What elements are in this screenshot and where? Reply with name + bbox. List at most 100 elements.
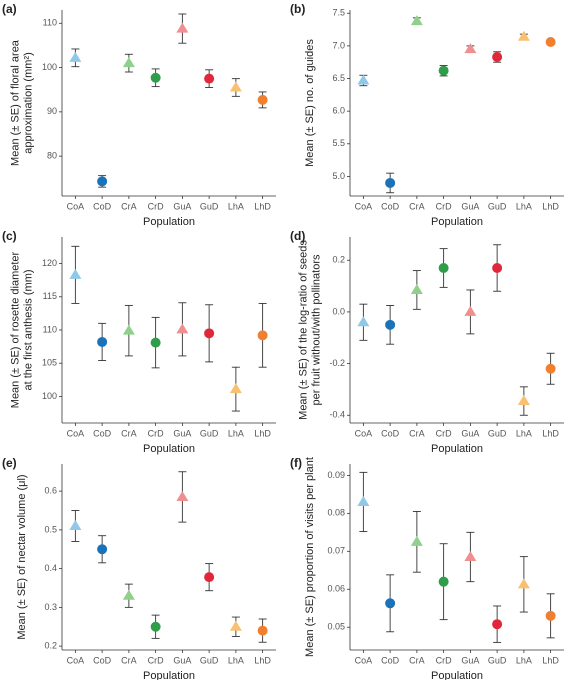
point bbox=[464, 43, 477, 54]
x-tick-label: CoA bbox=[67, 428, 85, 438]
x-tick-label: CoA bbox=[67, 201, 85, 211]
y-axis-title: Mean (± SE) of nectar volume (μl) bbox=[16, 474, 28, 639]
point bbox=[204, 572, 215, 583]
x-tick-label: GuD bbox=[488, 428, 507, 438]
y-tick-label: 80 bbox=[47, 151, 57, 161]
point bbox=[257, 94, 268, 105]
x-tick-label: LhD bbox=[254, 428, 271, 438]
x-tick-label: LhA bbox=[516, 201, 532, 211]
x-tick-label: CoD bbox=[93, 201, 112, 211]
x-tick-label: GuD bbox=[200, 428, 219, 438]
x-tick-label: GuD bbox=[200, 655, 219, 665]
x-tick-label: CoA bbox=[355, 428, 373, 438]
point bbox=[464, 551, 477, 561]
x-tick-label: CoA bbox=[355, 655, 373, 665]
y-tick-label: 6.5 bbox=[332, 73, 345, 83]
point bbox=[410, 15, 423, 26]
x-tick-label: CoD bbox=[381, 655, 400, 665]
x-axis-title: Population bbox=[143, 443, 195, 455]
y-tick-label: 0.2 bbox=[332, 255, 345, 265]
y-tick-label: 90 bbox=[47, 106, 57, 116]
point bbox=[229, 81, 242, 92]
y-tick-label: 110 bbox=[43, 18, 57, 28]
x-axis-title: Population bbox=[143, 670, 195, 680]
y-tick-label: 0.5 bbox=[44, 524, 57, 534]
point bbox=[257, 625, 268, 636]
x-tick-label: CrA bbox=[121, 201, 137, 211]
point bbox=[545, 610, 556, 621]
x-tick-label: LhA bbox=[516, 655, 532, 665]
y-axis-title: Mean (± SE) of the log-ratio of seeds bbox=[297, 240, 309, 420]
point bbox=[229, 620, 242, 631]
point bbox=[204, 328, 215, 339]
x-tick-label: GuD bbox=[488, 655, 507, 665]
point bbox=[385, 319, 396, 330]
x-tick-label: CrD bbox=[148, 655, 164, 665]
y-tick-label: 7.0 bbox=[332, 40, 345, 50]
x-tick-label: CoD bbox=[381, 428, 400, 438]
panel-label: (b) bbox=[290, 2, 305, 16]
y-tick-label: -0.4 bbox=[329, 410, 345, 420]
point bbox=[150, 72, 161, 83]
point bbox=[357, 74, 370, 85]
x-tick-label: CoD bbox=[381, 201, 400, 211]
y-tick-label: -0.2 bbox=[329, 358, 345, 368]
x-tick-label: GuA bbox=[461, 655, 479, 665]
point bbox=[97, 176, 108, 187]
y-tick-label: 0.0 bbox=[332, 306, 345, 316]
point bbox=[410, 535, 423, 546]
y-tick-label: 0.3 bbox=[44, 602, 57, 612]
y-axis-title: approximation (mm²) bbox=[22, 52, 34, 153]
x-tick-label: CoA bbox=[67, 655, 85, 665]
x-tick-label: GuD bbox=[200, 201, 219, 211]
x-tick-label: GuA bbox=[173, 655, 191, 665]
point bbox=[69, 51, 82, 62]
y-tick-label: 105 bbox=[42, 358, 57, 368]
y-tick-label: 100 bbox=[42, 391, 57, 401]
point bbox=[204, 73, 215, 84]
x-tick-label: CoA bbox=[355, 201, 373, 211]
x-tick-label: LhD bbox=[542, 201, 559, 211]
y-tick-label: 0.09 bbox=[327, 470, 345, 480]
point bbox=[385, 177, 396, 188]
point bbox=[517, 30, 530, 41]
panel-label: (e) bbox=[2, 456, 17, 470]
x-tick-label: GuA bbox=[461, 428, 479, 438]
y-tick-label: 100 bbox=[42, 62, 57, 72]
point bbox=[545, 363, 556, 374]
x-tick-label: LhA bbox=[516, 428, 532, 438]
y-tick-label: 5.0 bbox=[332, 171, 345, 181]
y-axis-title: Mean (± SE) proportion of visits per pla… bbox=[304, 457, 316, 657]
x-tick-label: CrD bbox=[436, 428, 452, 438]
y-axis-title: at the first anthesis (mm) bbox=[22, 269, 34, 390]
x-tick-label: CrA bbox=[121, 428, 137, 438]
y-tick-label: 0.08 bbox=[327, 508, 345, 518]
point bbox=[97, 336, 108, 347]
y-tick-label: 0.2 bbox=[44, 641, 57, 651]
x-tick-label: CrA bbox=[409, 655, 425, 665]
x-tick-label: CrD bbox=[436, 655, 452, 665]
point bbox=[176, 22, 189, 33]
point bbox=[150, 621, 161, 632]
x-tick-label: GuD bbox=[488, 201, 507, 211]
x-tick-label: CrA bbox=[121, 655, 137, 665]
point bbox=[176, 490, 189, 501]
x-tick-label: CrA bbox=[409, 428, 425, 438]
point bbox=[176, 323, 189, 334]
x-tick-label: LhA bbox=[228, 428, 244, 438]
y-axis-title: Mean (± SE) no. of guides bbox=[304, 39, 316, 167]
x-tick-label: GuA bbox=[461, 201, 479, 211]
point bbox=[492, 263, 503, 273]
point bbox=[410, 283, 423, 294]
y-axis-title: Mean (± SE) of floral area bbox=[9, 39, 21, 166]
point bbox=[492, 51, 503, 62]
y-axis-title: per fruit without/with pollinators bbox=[310, 254, 322, 406]
y-tick-label: 0.6 bbox=[44, 486, 57, 496]
x-axis-title: Population bbox=[431, 216, 483, 228]
point bbox=[229, 383, 242, 394]
point bbox=[545, 36, 556, 47]
panel-label: (a) bbox=[2, 2, 17, 16]
x-tick-label: CrD bbox=[148, 428, 164, 438]
point bbox=[517, 395, 530, 406]
